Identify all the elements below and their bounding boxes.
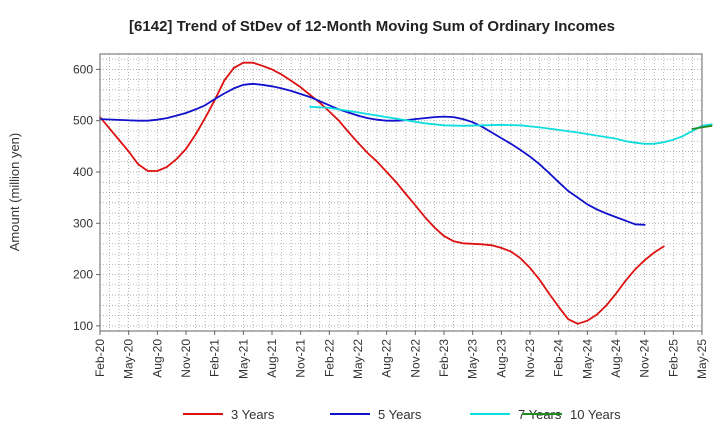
x-tick-label: Nov-20 [179, 339, 193, 378]
x-tick-label: Nov-23 [523, 339, 537, 378]
series-line-3-years [99, 61, 665, 325]
x-tick-label: Feb-22 [322, 339, 336, 377]
x-tick-label: Feb-21 [208, 339, 222, 377]
y-tick-label: 500 [73, 114, 93, 128]
y-tick-label: 200 [73, 268, 93, 282]
series-lines [99, 61, 713, 325]
x-tick-label: Feb-20 [93, 339, 107, 377]
y-axis-ticks: 100 200 300 400 500 600 [73, 62, 100, 333]
y-axis-label: Amount (million yen) [7, 133, 22, 252]
y-tick-label: 300 [73, 216, 93, 230]
x-tick-label: May-21 [236, 339, 250, 379]
legend: 3 Years 5 Years 7 Years 10 Years [183, 407, 621, 422]
chart-title: [6142] Trend of StDev of 12-Month Moving… [129, 18, 615, 35]
y-tick-label: 600 [73, 62, 93, 76]
x-tick-label: May-22 [351, 339, 365, 379]
y-tick-label: 100 [73, 319, 93, 333]
x-tick-label: Feb-25 [666, 339, 680, 377]
x-tick-label: May-23 [466, 339, 480, 379]
x-tick-label: Feb-23 [437, 339, 451, 377]
x-tick-label: Feb-24 [552, 339, 566, 377]
x-tick-label: Aug-21 [265, 339, 279, 378]
x-tick-label: Aug-22 [380, 339, 394, 378]
x-tick-label: May-24 [580, 339, 594, 379]
legend-label-3-years: 3 Years [231, 407, 275, 422]
grid-lines [100, 54, 702, 331]
x-tick-label: May-20 [122, 339, 136, 379]
series-line-5-years [99, 82, 646, 226]
x-tick-label: Nov-21 [294, 339, 308, 378]
x-tick-label: Nov-24 [638, 339, 652, 378]
x-axis-ticks: Feb-20 May-20 Aug-20 Nov-20 Feb-21 May-21 Aug-… [93, 331, 709, 379]
plot-area-frame [99, 53, 703, 332]
x-tick-label: Aug-20 [150, 339, 164, 378]
series-line-7-years [309, 105, 713, 145]
x-tick-label: Aug-24 [609, 339, 623, 378]
x-tick-label: Nov-22 [408, 339, 422, 378]
legend-label-5-years: 5 Years [378, 407, 422, 422]
y-tick-label: 400 [73, 165, 93, 179]
legend-label-10-years: 10 Years [570, 407, 621, 422]
x-tick-label: May-25 [695, 339, 709, 379]
x-tick-label: Aug-23 [494, 339, 508, 378]
